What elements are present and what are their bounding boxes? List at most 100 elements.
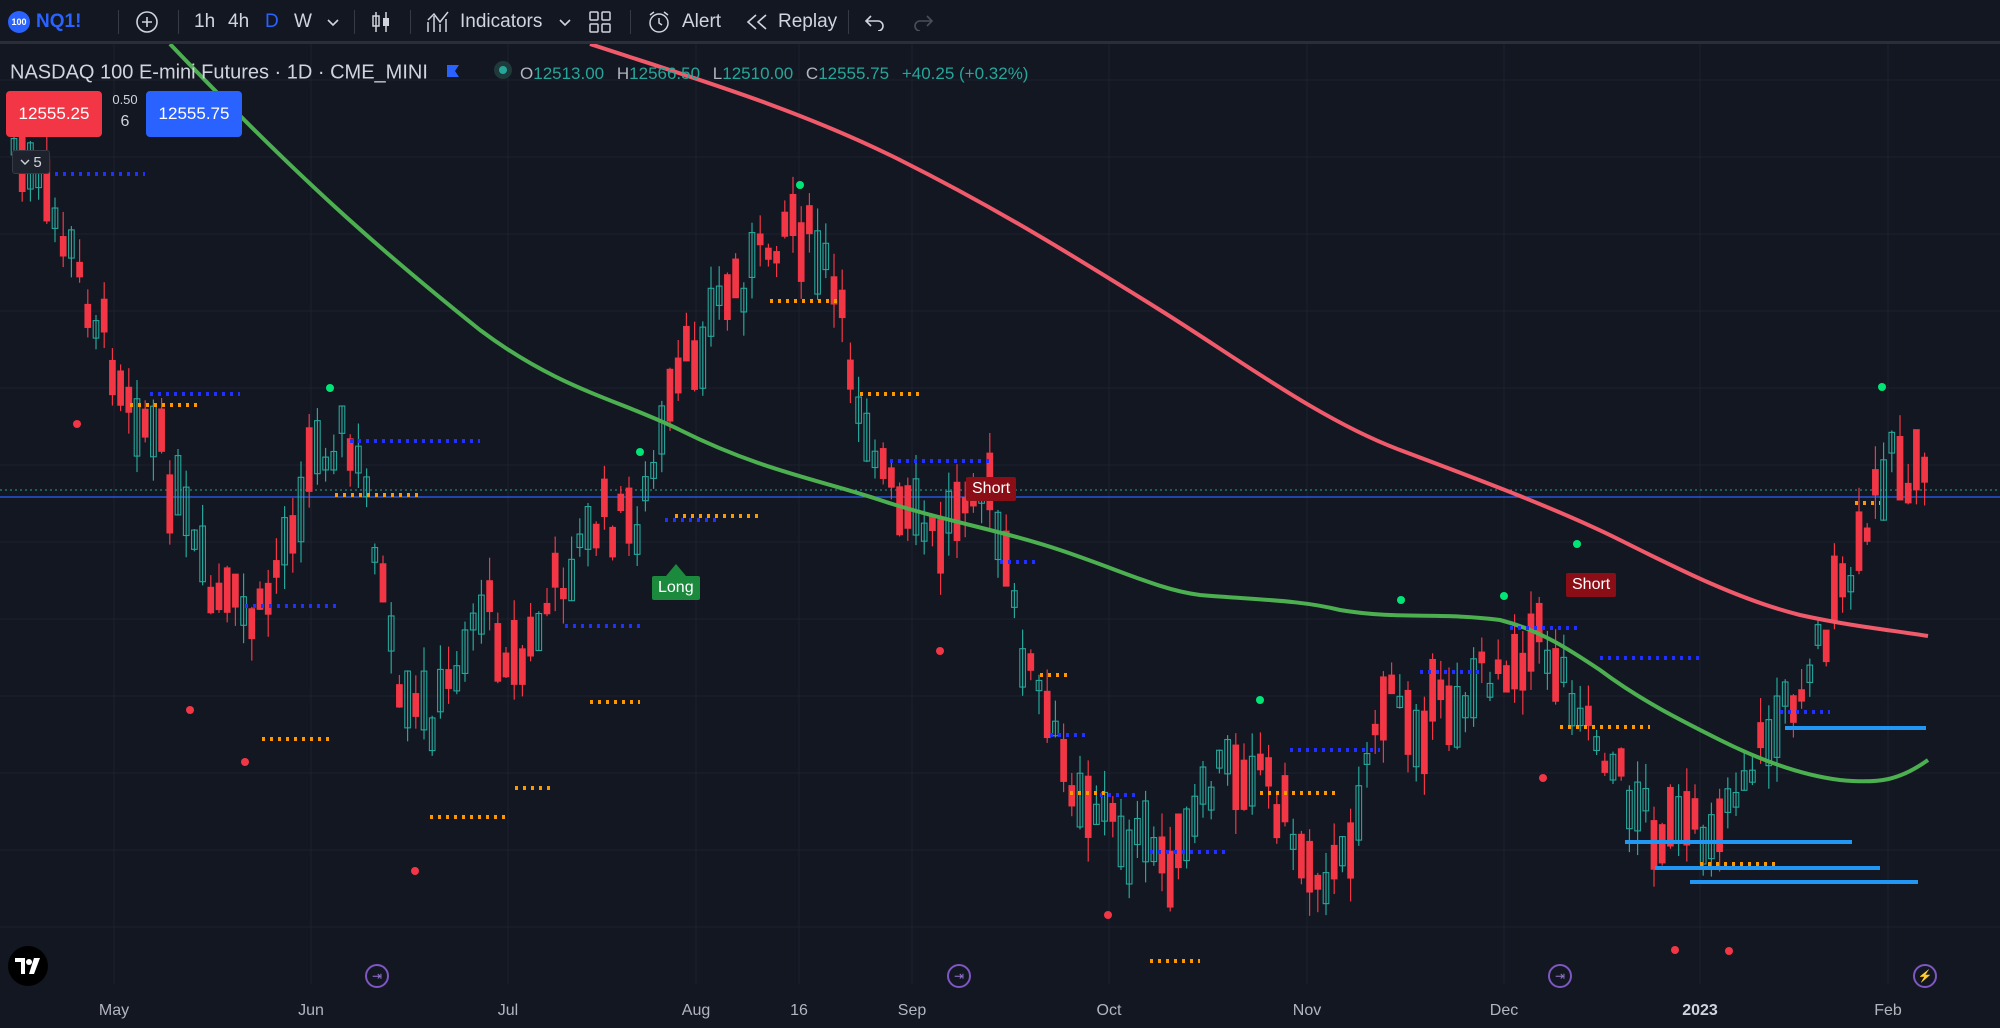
candle-body (371, 547, 379, 563)
candle-body (1773, 695, 1781, 758)
signal-label-short: Short (1566, 573, 1617, 597)
redo-icon[interactable] (912, 0, 934, 44)
indicators-button[interactable]: Indicators (426, 0, 542, 44)
interval-w[interactable]: W (294, 11, 312, 32)
x-tick-label: Oct (1096, 1002, 1122, 1019)
candle-body (207, 586, 215, 614)
candle-body (1576, 707, 1584, 727)
candle-body (215, 582, 223, 611)
spread-value: 0.50 (112, 92, 138, 107)
quantity-value[interactable]: 6 (120, 113, 130, 130)
chart-canvas[interactable] (0, 42, 2000, 995)
compare-add-icon[interactable] (134, 0, 160, 44)
candle-body (601, 478, 608, 518)
dividend-event-icon[interactable]: ⇥ (1548, 964, 1572, 988)
symbol-description: NASDAQ 100 E-mini Futures · 1D · CME_MIN… (10, 61, 428, 84)
layout-grid-icon[interactable] (588, 0, 612, 44)
candle-body (1470, 658, 1477, 719)
candle-body (1667, 786, 1674, 847)
candle-body (420, 670, 428, 731)
alert-button[interactable]: Alert (646, 0, 721, 44)
x-tick-label: 16 (790, 1002, 808, 1019)
candle-body (937, 519, 944, 574)
candle-body (584, 506, 592, 550)
candle-body (199, 525, 206, 583)
indicators-label: Indicators (460, 11, 543, 32)
candle-body (1175, 813, 1182, 869)
candle-body (174, 455, 182, 516)
candle-body (1831, 555, 1838, 621)
x-tick-label: Jul (497, 1002, 519, 1019)
candle-body (1240, 759, 1248, 810)
candle-body (633, 524, 641, 555)
indicators-dropdown-chevron-icon[interactable] (558, 0, 572, 44)
undo-icon[interactable] (864, 0, 886, 44)
candle-body (1166, 850, 1174, 908)
pivot-high-marker (636, 448, 644, 456)
chevron-down-icon (20, 159, 30, 165)
candle-body (1585, 705, 1592, 727)
pivot-high-marker (1397, 596, 1405, 604)
dividend-event-icon[interactable]: ⇥ (947, 964, 971, 988)
candle-body (166, 474, 174, 534)
sell-button[interactable]: 12555.25 (6, 91, 102, 137)
candle-body (920, 522, 928, 542)
candle-body (1642, 788, 1650, 812)
candle-body (1732, 791, 1740, 808)
interval-d[interactable]: D (265, 11, 279, 32)
candle-body (133, 398, 141, 457)
candle-body (76, 261, 83, 278)
candle-body (519, 648, 526, 685)
candle-body (412, 693, 420, 717)
candle-body (1462, 695, 1469, 719)
candle-body (281, 517, 288, 566)
buy-button[interactable]: 12555.75 (146, 91, 242, 137)
candle-body (871, 450, 879, 469)
indicator-collapse-toggle[interactable]: 5 (12, 150, 50, 174)
candle-body (437, 668, 444, 713)
candle-body (1076, 772, 1084, 828)
candle-body (1306, 840, 1313, 893)
price-chart[interactable] (0, 42, 2000, 995)
candle-body (855, 396, 862, 424)
pivot-high-marker (326, 384, 334, 392)
interval-dropdown-chevron-icon[interactable] (326, 0, 340, 44)
candle-body (748, 232, 756, 278)
candle-body (1019, 648, 1026, 688)
candle-body (1314, 874, 1322, 890)
candle-body (1699, 826, 1707, 865)
candle-body (256, 588, 264, 610)
candle-body (814, 230, 821, 295)
interval-4h[interactable]: 4h (228, 11, 250, 32)
lightning-event-icon[interactable]: ⚡ (1913, 964, 1937, 988)
candle-body (822, 242, 830, 271)
candle-body (929, 516, 936, 531)
symbol-search[interactable]: 100 NQ1! (8, 0, 81, 44)
signal-label-short: Short (966, 477, 1017, 501)
candle-body (1872, 469, 1879, 496)
candle-body (125, 386, 133, 413)
candle-body (1626, 789, 1633, 830)
ema-fast-line (168, 42, 1930, 784)
candle-body (568, 558, 575, 602)
tradingview-logo-icon[interactable] (8, 946, 48, 986)
candle-body (100, 298, 108, 333)
time-axis[interactable]: May Jun Jul Aug 16 Sep Oct Nov Dec 2023 … (0, 996, 2000, 1028)
candles-chart-type-icon[interactable] (370, 0, 392, 44)
interval-1h[interactable]: 1h (194, 11, 216, 32)
candle-body (1339, 836, 1346, 867)
candle-body (1560, 656, 1568, 683)
market-status-icon[interactable] (493, 60, 513, 86)
dividend-event-icon[interactable]: ⇥ (365, 964, 389, 988)
candle-body (1519, 652, 1527, 691)
chart-legend-title: NASDAQ 100 E-mini Futures · 1D · CME_MIN… (10, 60, 513, 86)
replay-button[interactable]: Replay (746, 0, 837, 44)
candle-body (699, 326, 707, 389)
candle-body (1486, 682, 1494, 698)
pivot-high-marker (1573, 540, 1581, 548)
x-tick-label: Aug (681, 1002, 711, 1019)
candle-body (1790, 695, 1797, 723)
candle-body (264, 582, 272, 615)
candle-body (1273, 804, 1281, 839)
candle-body (289, 515, 297, 554)
